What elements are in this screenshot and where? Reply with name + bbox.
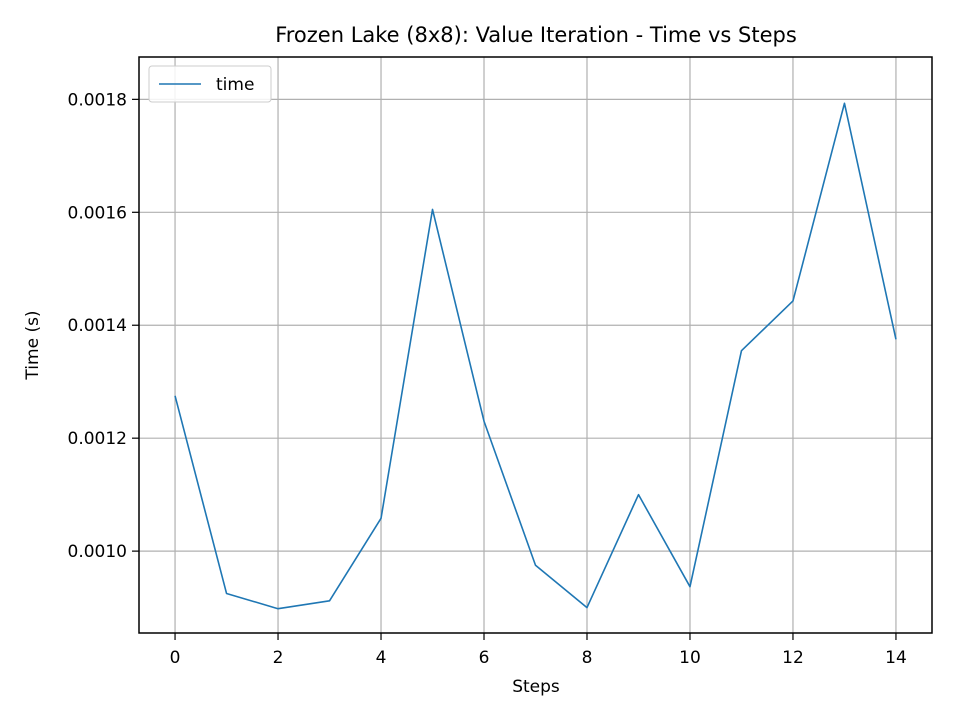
x-tick-label: 0 bbox=[170, 648, 181, 668]
x-tick-label: 10 bbox=[679, 648, 701, 668]
y-tick-label: 0.0014 bbox=[68, 316, 127, 336]
chart-title: Frozen Lake (8x8): Value Iteration - Tim… bbox=[275, 23, 797, 47]
x-tick-label: 2 bbox=[273, 648, 284, 668]
grid bbox=[139, 57, 932, 633]
x-tick-label: 6 bbox=[479, 648, 490, 668]
series-line-time bbox=[174, 102, 897, 610]
y-tick-label: 0.0010 bbox=[68, 542, 127, 562]
y-tick-label: 0.0016 bbox=[68, 203, 127, 223]
plot-frame bbox=[138, 56, 933, 634]
y-axis-ticks: 0.0010 0.0012 0.0014 0.0016 0.0018 bbox=[68, 90, 139, 562]
x-tick-label: 4 bbox=[376, 648, 387, 668]
legend: time bbox=[148, 65, 272, 103]
series-layer bbox=[174, 102, 897, 610]
y-tick-label: 0.0012 bbox=[68, 429, 127, 449]
legend-box bbox=[148, 65, 272, 103]
x-tick-label: 8 bbox=[582, 648, 593, 668]
y-tick-label: 0.0018 bbox=[68, 90, 127, 110]
x-axis-title: Steps bbox=[512, 677, 560, 697]
legend-label-time: time bbox=[216, 75, 254, 95]
y-axis-title: Time (s) bbox=[23, 310, 43, 380]
x-axis-ticks: 0 2 4 6 8 10 12 14 bbox=[170, 633, 907, 668]
x-tick-label: 12 bbox=[782, 648, 804, 668]
x-tick-label: 14 bbox=[885, 648, 907, 668]
